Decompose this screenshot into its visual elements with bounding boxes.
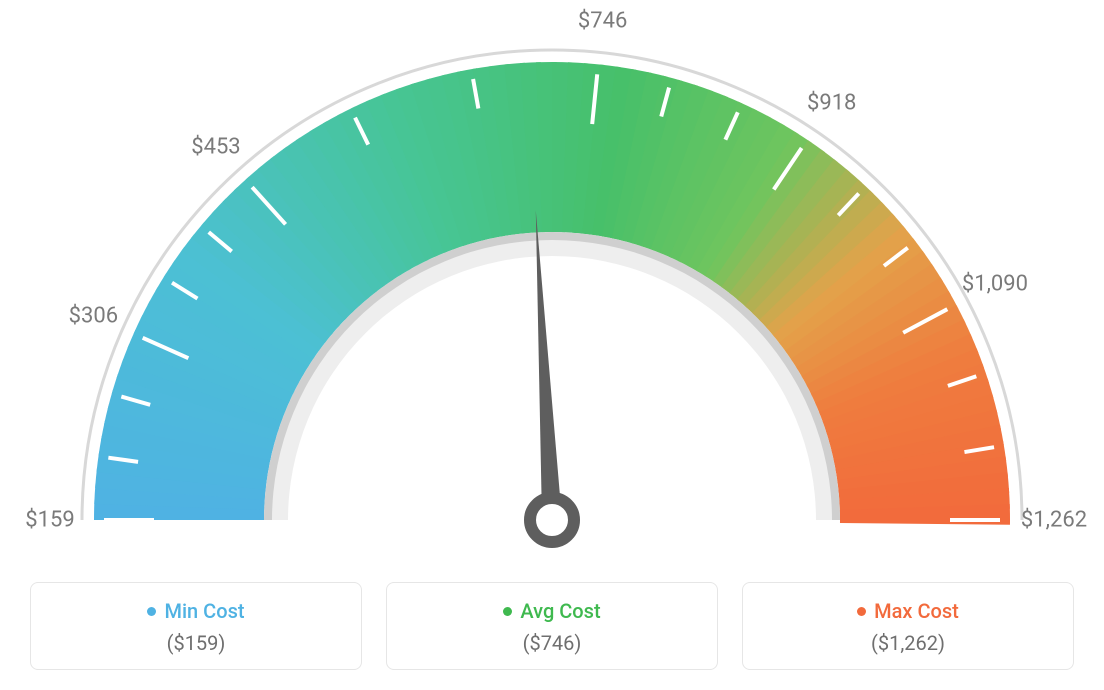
tick-label: $746 [578, 8, 627, 33]
legend-label-min: Min Cost [147, 599, 244, 623]
dot-avg [503, 607, 512, 616]
legend-label-min-text: Min Cost [164, 599, 244, 623]
tick-label: $1,262 [1021, 508, 1087, 533]
legend-value-max: ($1,262) [871, 631, 945, 655]
dot-max [857, 607, 866, 616]
dot-min [147, 607, 156, 616]
legend-label-avg-text: Avg Cost [520, 599, 600, 623]
gauge-chart: $159 $306 $453 $746 $918 $1,090 $1,262 [0, 0, 1104, 560]
legend-card-max: Max Cost ($1,262) [742, 582, 1074, 670]
gauge-needle [536, 210, 562, 520]
tick-label: $918 [807, 91, 856, 116]
tick-label: $453 [191, 135, 240, 160]
legend-value-avg: ($746) [523, 631, 582, 655]
tick-label: $1,090 [962, 271, 1028, 296]
legend-label-avg: Avg Cost [503, 599, 600, 623]
gauge-svg [0, 0, 1104, 560]
tick-label: $159 [25, 508, 74, 533]
legend-label-max: Max Cost [857, 599, 959, 623]
legend-label-max-text: Max Cost [874, 599, 959, 623]
legend-card-min: Min Cost ($159) [30, 582, 362, 670]
tick-label: $306 [69, 303, 118, 328]
legend-row: Min Cost ($159) Avg Cost ($746) Max Cost… [0, 582, 1104, 670]
legend-card-avg: Avg Cost ($746) [386, 582, 718, 670]
gauge-hub [530, 498, 574, 542]
legend-value-min: ($159) [167, 631, 226, 655]
